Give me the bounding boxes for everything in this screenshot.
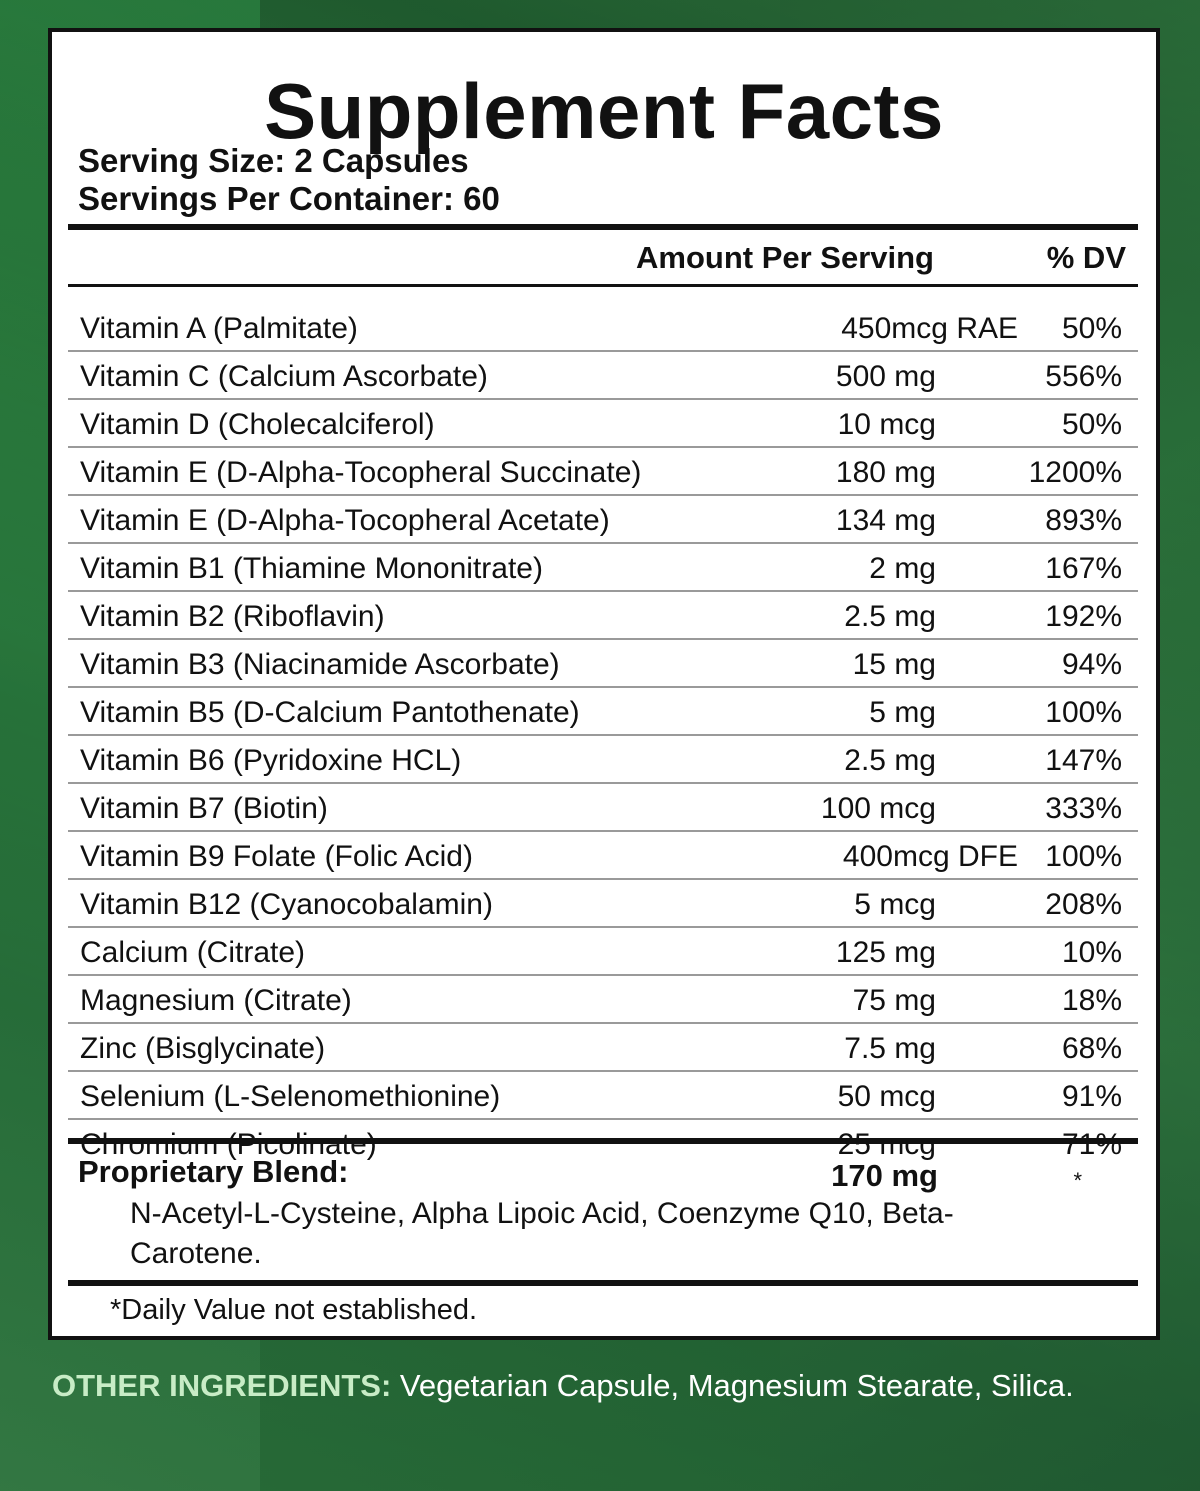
nutrient-name: Vitamin E (D-Alpha-Tocopheral Succinate) [80, 456, 642, 489]
table-row: Vitamin B12 (Cyanocobalamin) 5 mcg 208% [68, 880, 1138, 928]
nutrient-amount: 5 mg [869, 696, 936, 729]
nutrient-amount: 50 mcg [837, 1080, 936, 1113]
nutrient-amount: 450mcg RAE [841, 312, 1018, 345]
nutrient-name: Zinc (Bisglycinate) [80, 1032, 326, 1065]
nutrient-amount: 134 mg [835, 504, 936, 537]
nutrient-name: Magnesium (Citrate) [80, 984, 352, 1017]
blend-ingredients: N-Acetyl-L-Cysteine, Alpha Lipoic Acid, … [130, 1197, 954, 1270]
nutrient-amount: 500 mg [835, 360, 936, 393]
table-row: Vitamin B1 (Thiamine Mononitrate) 2 mg 167… [68, 544, 1138, 592]
nutrient-amount: 2 mg [869, 552, 936, 585]
other-ingredients-text: Vegetarian Capsule, Magnesium Stearate, … [391, 1368, 1074, 1403]
table-row: Vitamin C (Calcium Ascorbate) 500 mg 556% [68, 352, 1138, 400]
nutrient-dv: 1200% [1028, 456, 1122, 489]
table-row: Zinc (Bisglycinate) 7.5 mg 68% [68, 1024, 1138, 1072]
nutrient-amount: 125 mg [835, 936, 936, 969]
nutrient-name: Vitamin A (Palmitate) [80, 312, 358, 345]
nutrient-name: Vitamin C (Calcium Ascorbate) [80, 360, 488, 393]
nutrient-amount: 2.5 mg [844, 600, 936, 633]
nutrient-name: Vitamin B2 (Riboflavin) [80, 600, 385, 633]
nutrient-amount: 10 mcg [837, 408, 936, 441]
table-row: Vitamin B5 (D-Calcium Pantothenate) 5 mg 1… [68, 688, 1138, 736]
nutrient-name: Vitamin E (D-Alpha-Tocopheral Acetate) [80, 504, 610, 537]
nutrient-name: Vitamin B3 (Niacinamide Ascorbate) [80, 648, 560, 681]
table-row: Vitamin A (Palmitate) 450mcg RAE 50% [68, 304, 1138, 352]
table-row: Selenium (L-Selenomethionine) 50 mcg 91% [68, 1072, 1138, 1120]
nutrient-table: Vitamin A (Palmitate) 450mcg RAE 50% Vitami… [68, 304, 1138, 1166]
nutrient-name: Vitamin B9 Folate (Folic Acid) [80, 840, 473, 873]
nutrient-amount: 5 mcg [854, 888, 936, 921]
page-title: Supplement Facts [264, 67, 944, 155]
table-row: Magnesium (Citrate) 75 mg 18% [68, 976, 1138, 1024]
table-row: Vitamin E (D-Alpha-Tocopheral Acetate) 13… [68, 496, 1138, 544]
nutrient-dv: 18% [1061, 984, 1122, 1017]
blend-amount: 170 mg [831, 1158, 938, 1193]
column-header-amount: Amount Per Serving [636, 240, 934, 275]
nutrient-name: Chromium (Picolinate) [80, 1128, 377, 1161]
nutrient-amount: 400mcg DFE [842, 840, 1018, 873]
footnote: *Daily Value not established. [110, 1294, 478, 1326]
divider-thin [68, 284, 1138, 287]
nutrient-amount: 15 mg [852, 648, 936, 681]
nutrient-dv: 333% [1045, 792, 1122, 825]
nutrient-amount: 25 mcg [837, 1128, 936, 1161]
nutrient-dv: 147% [1045, 744, 1122, 777]
nutrient-dv: 50% [1061, 312, 1122, 345]
nutrient-dv: 556% [1045, 360, 1122, 393]
nutrient-amount: 75 mg [852, 984, 936, 1017]
nutrient-dv: 100% [1045, 840, 1122, 873]
blend-dv: * [1073, 1168, 1082, 1193]
nutrient-dv: 50% [1061, 408, 1122, 441]
nutrient-name: Vitamin B1 (Thiamine Mononitrate) [80, 552, 543, 585]
servings-per-container: Servings Per Container: 60 [78, 180, 500, 217]
nutrient-name: Vitamin B12 (Cyanocobalamin) [80, 888, 493, 921]
nutrient-dv: 94% [1061, 648, 1122, 681]
nutrient-dv: 167% [1045, 552, 1122, 585]
nutrient-dv: 192% [1045, 600, 1122, 633]
nutrient-dv: 893% [1045, 504, 1122, 537]
nutrient-dv: 91% [1061, 1080, 1122, 1113]
nutrient-dv: 68% [1061, 1032, 1122, 1065]
nutrient-name: Calcium (Citrate) [80, 936, 306, 969]
other-ingredients: OTHER INGREDIENTS: Vegetarian Capsule, M… [52, 1366, 1152, 1406]
other-ingredients-label: OTHER INGREDIENTS: [52, 1368, 392, 1403]
nutrient-dv: 100% [1045, 696, 1122, 729]
nutrient-name: Vitamin B5 (D-Calcium Pantothenate) [80, 696, 580, 729]
nutrient-amount: 7.5 mg [844, 1032, 936, 1065]
nutrient-dv: 208% [1045, 888, 1122, 921]
nutrient-amount: 2.5 mg [844, 744, 936, 777]
table-row: Vitamin D (Cholecalciferol) 10 mcg 50% [68, 400, 1138, 448]
table-row: Calcium (Citrate) 125 mg 10% [68, 928, 1138, 976]
table-row: Vitamin B3 (Niacinamide Ascorbate) 15 mg 9… [68, 640, 1138, 688]
nutrient-amount: 180 mg [835, 456, 936, 489]
blend-label: Proprietary Blend: [78, 1154, 349, 1189]
divider-thick [68, 1138, 1138, 1144]
nutrient-dv: 10% [1061, 936, 1122, 969]
table-row: Chromium (Picolinate) 25 mcg 71% [68, 1120, 1138, 1166]
nutrient-name: Vitamin B6 (Pyridoxine HCL) [80, 744, 462, 777]
nutrient-dv: 71% [1061, 1128, 1122, 1161]
divider-thick [68, 1280, 1138, 1286]
nutrient-name: Selenium (L-Selenomethionine) [80, 1080, 501, 1113]
column-header-dv: % DV [1046, 240, 1126, 275]
table-row: Vitamin B7 (Biotin) 100 mcg 333% [68, 784, 1138, 832]
table-row: Vitamin E (D-Alpha-Tocopheral Succinate)… [68, 448, 1138, 496]
nutrient-name: Vitamin D (Cholecalciferol) [80, 408, 435, 441]
supplement-facts-panel: Supplement Facts Serving Size: 2 Capsule… [48, 28, 1160, 1340]
serving-size: Serving Size: 2 Capsules [78, 142, 469, 179]
table-row: Vitamin B2 (Riboflavin) 2.5 mg 192% [68, 592, 1138, 640]
nutrient-amount: 100 mcg [820, 792, 936, 825]
table-row: Vitamin B9 Folate (Folic Acid) 400mcg DFE… [68, 832, 1138, 880]
divider-thick [68, 224, 1138, 230]
table-row: Vitamin B6 (Pyridoxine HCL) 2.5 mg 147% [68, 736, 1138, 784]
nutrient-name: Vitamin B7 (Biotin) [80, 792, 328, 825]
